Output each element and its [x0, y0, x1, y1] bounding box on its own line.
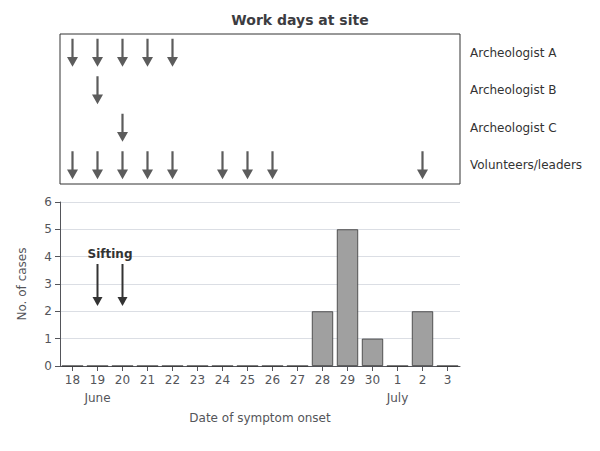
svg-text:21: 21	[140, 373, 155, 387]
svg-text:26: 26	[265, 373, 280, 387]
svg-text:29: 29	[340, 373, 355, 387]
svg-text:Volunteers/leaders: Volunteers/leaders	[470, 158, 582, 172]
svg-text:4: 4	[44, 250, 52, 264]
svg-text:No. of cases: No. of cases	[15, 248, 29, 321]
svg-text:22: 22	[165, 373, 180, 387]
svg-text:Archeologist C: Archeologist C	[470, 121, 557, 135]
svg-text:1: 1	[44, 332, 52, 346]
svg-text:Sifting: Sifting	[88, 247, 133, 261]
svg-text:Archeologist A: Archeologist A	[470, 46, 557, 60]
svg-text:5: 5	[44, 222, 52, 236]
svg-text:2: 2	[44, 304, 52, 318]
svg-text:19: 19	[90, 373, 105, 387]
svg-text:1: 1	[394, 373, 402, 387]
svg-text:27: 27	[290, 373, 305, 387]
svg-text:0: 0	[44, 359, 52, 373]
svg-text:Archeologist B: Archeologist B	[470, 83, 556, 97]
svg-text:2: 2	[419, 373, 427, 387]
svg-text:Work days at site: Work days at site	[231, 12, 368, 28]
svg-text:Date of symptom onset: Date of symptom onset	[189, 411, 331, 425]
svg-text:June: June	[83, 391, 110, 405]
svg-text:6: 6	[44, 195, 52, 209]
svg-text:25: 25	[240, 373, 255, 387]
svg-text:3: 3	[44, 277, 52, 291]
svg-text:July: July	[386, 391, 409, 405]
svg-text:20: 20	[115, 373, 130, 387]
svg-text:18: 18	[65, 373, 80, 387]
svg-text:30: 30	[365, 373, 380, 387]
svg-text:23: 23	[190, 373, 205, 387]
svg-text:28: 28	[315, 373, 330, 387]
svg-text:3: 3	[444, 373, 452, 387]
svg-text:24: 24	[215, 373, 230, 387]
